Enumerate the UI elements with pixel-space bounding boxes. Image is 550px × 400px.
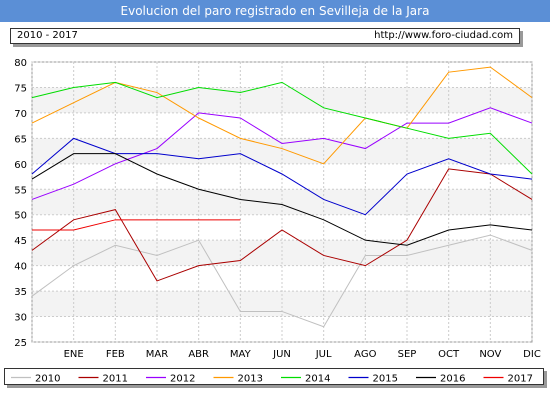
legend-label-2010: 2010	[35, 374, 60, 385]
legend-label-2016: 2016	[440, 374, 465, 385]
y-tick-label: 35	[14, 287, 27, 298]
x-tick-label: JUN	[272, 349, 291, 360]
y-tick-label: 80	[14, 58, 27, 69]
series-line-2016	[31, 153, 533, 246]
series-line-2011	[31, 168, 533, 282]
x-tick-label: SEP	[398, 349, 417, 360]
legend-label-2013: 2013	[238, 374, 263, 385]
y-axis: 25 30 35 40 45 50 55 60 65 70 75 80	[14, 58, 27, 349]
legend: 2010 2011 2012 2013 2014 2015 2016 2017	[4, 368, 544, 385]
x-tick-label: DIC	[523, 349, 541, 360]
series-line-2017	[32, 219, 241, 231]
legend-label-2017: 2017	[508, 374, 533, 385]
series-line-2010	[31, 234, 533, 328]
series-line-2012	[31, 107, 533, 200]
legend-entries: 2010 2011 2012 2013 2014 2015 2016 2017	[11, 374, 533, 385]
x-tick-label: JUL	[315, 349, 332, 360]
x-tick-label: MAR	[146, 349, 168, 360]
y-tick-label: 40	[14, 262, 27, 273]
x-axis: ENE FEB MAR ABR MAY JUN JUL AGO SEP OCT NOV DIC	[64, 349, 541, 360]
legend-label-2015: 2015	[373, 374, 398, 385]
series-lines	[31, 66, 533, 328]
y-tick-label: 75	[14, 83, 27, 94]
x-tick-label: OCT	[438, 349, 460, 360]
x-tick-label: AGO	[354, 349, 376, 360]
x-tick-label: NOV	[479, 349, 501, 360]
y-tick-label: 25	[14, 338, 27, 349]
x-tick-label: MAY	[230, 349, 252, 360]
plot-band	[32, 163, 532, 190]
legend-label-2014: 2014	[305, 374, 330, 385]
chart-title: Evolucion del paro registrado en Seville…	[0, 0, 550, 22]
plot-band	[32, 240, 532, 266]
y-tick-label: 60	[14, 160, 27, 171]
source-url: http://www.foro-ciudad.com	[374, 30, 513, 41]
y-tick-label: 30	[14, 313, 27, 324]
plot-band	[32, 316, 532, 342]
x-tick-label: ABR	[188, 349, 209, 360]
x-tick-label: ENE	[64, 349, 84, 360]
y-tick-label: 45	[14, 236, 27, 247]
period-label: 2010 - 2017	[17, 30, 78, 41]
y-tick-label: 70	[14, 109, 27, 120]
subheader: 2010 - 2017 http://www.foro-ciudad.com	[10, 28, 520, 44]
legend-label-2012: 2012	[170, 374, 195, 385]
grid-lines	[31, 61, 533, 343]
y-tick-label: 65	[14, 134, 27, 145]
x-tick-label: FEB	[106, 349, 125, 360]
y-tick-label: 50	[14, 211, 27, 222]
legend-label-2011: 2011	[103, 374, 128, 385]
y-tick-label: 55	[14, 185, 27, 196]
series-line-2014	[31, 81, 533, 175]
